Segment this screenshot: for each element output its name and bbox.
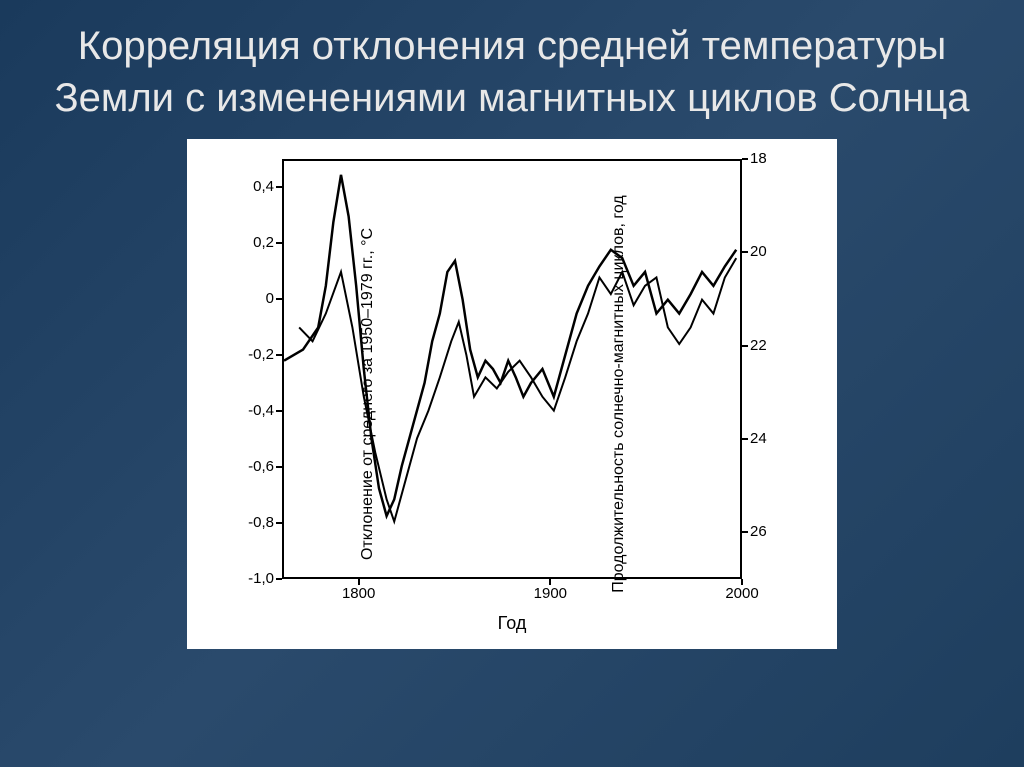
- y-left-tick-label: 0,2: [234, 234, 274, 251]
- y-right-axis-label: Продолжительность солнечно-магнитных цик…: [610, 184, 628, 604]
- y-right-tick-label: 20: [750, 243, 767, 260]
- y-left-tick-label: -0,2: [234, 346, 274, 363]
- y-left-tick-label: -0,8: [234, 514, 274, 531]
- y-left-tick-label: 0: [234, 290, 274, 307]
- y-right-tick-label: 24: [750, 430, 767, 447]
- x-tick-label: 1800: [342, 585, 375, 602]
- plot-area: [282, 159, 742, 579]
- x-tick-label: 2000: [725, 585, 758, 602]
- y-left-tick-label: -1,0: [234, 570, 274, 587]
- y-right-tick-label: 22: [750, 337, 767, 354]
- y-left-tick-label: 0,4: [234, 178, 274, 195]
- x-tick-label: 1900: [534, 585, 567, 602]
- chart-lines: [284, 161, 740, 577]
- y-left-tick-label: -0,4: [234, 402, 274, 419]
- slide-title: Корреляция отклонения средней температур…: [32, 20, 992, 124]
- y-left-axis-label: Отклонение от среднего за 1950–1979 гг.,…: [359, 228, 377, 560]
- y-right-tick-label: 18: [750, 150, 767, 167]
- y-right-tick-label: 26: [750, 523, 767, 540]
- chart-container: Отклонение от среднего за 1950–1979 гг.,…: [187, 139, 837, 649]
- x-axis-label: Год: [498, 613, 527, 634]
- y-left-tick-label: -0,6: [234, 458, 274, 475]
